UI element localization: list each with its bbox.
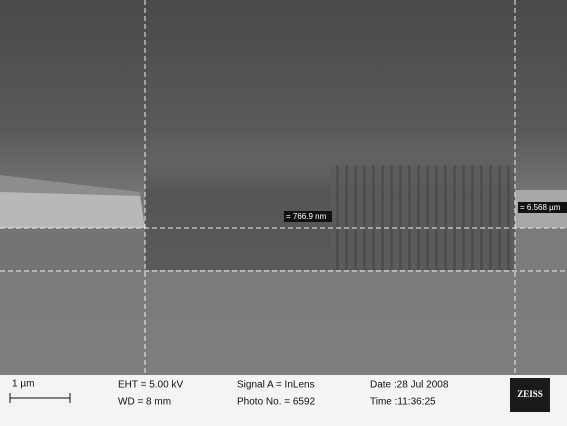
measure-label: = 766.9 nm (286, 212, 327, 221)
left-wall (0, 228, 145, 271)
time: Time :11:36:25 (370, 397, 436, 408)
measure-label: = 6.568 µm (520, 203, 561, 212)
guides (0, 0, 567, 375)
measure-box (518, 202, 567, 213)
measure-box (284, 211, 332, 222)
eht: EHT = 5.00 kV (118, 380, 183, 391)
logo: ZEISS (517, 389, 543, 399)
info-bar (0, 375, 567, 426)
logo-box (510, 378, 550, 412)
wd: WD = 8 mm (118, 397, 171, 408)
left-grains (0, 192, 145, 228)
striations (330, 165, 515, 270)
photo: Photo No. = 6592 (237, 397, 316, 408)
scale-bar (9, 393, 71, 403)
signal: Signal A = InLens (237, 380, 315, 391)
date: Date :28 Jul 2008 (370, 380, 449, 391)
scale-label: 1 µm (12, 379, 34, 390)
